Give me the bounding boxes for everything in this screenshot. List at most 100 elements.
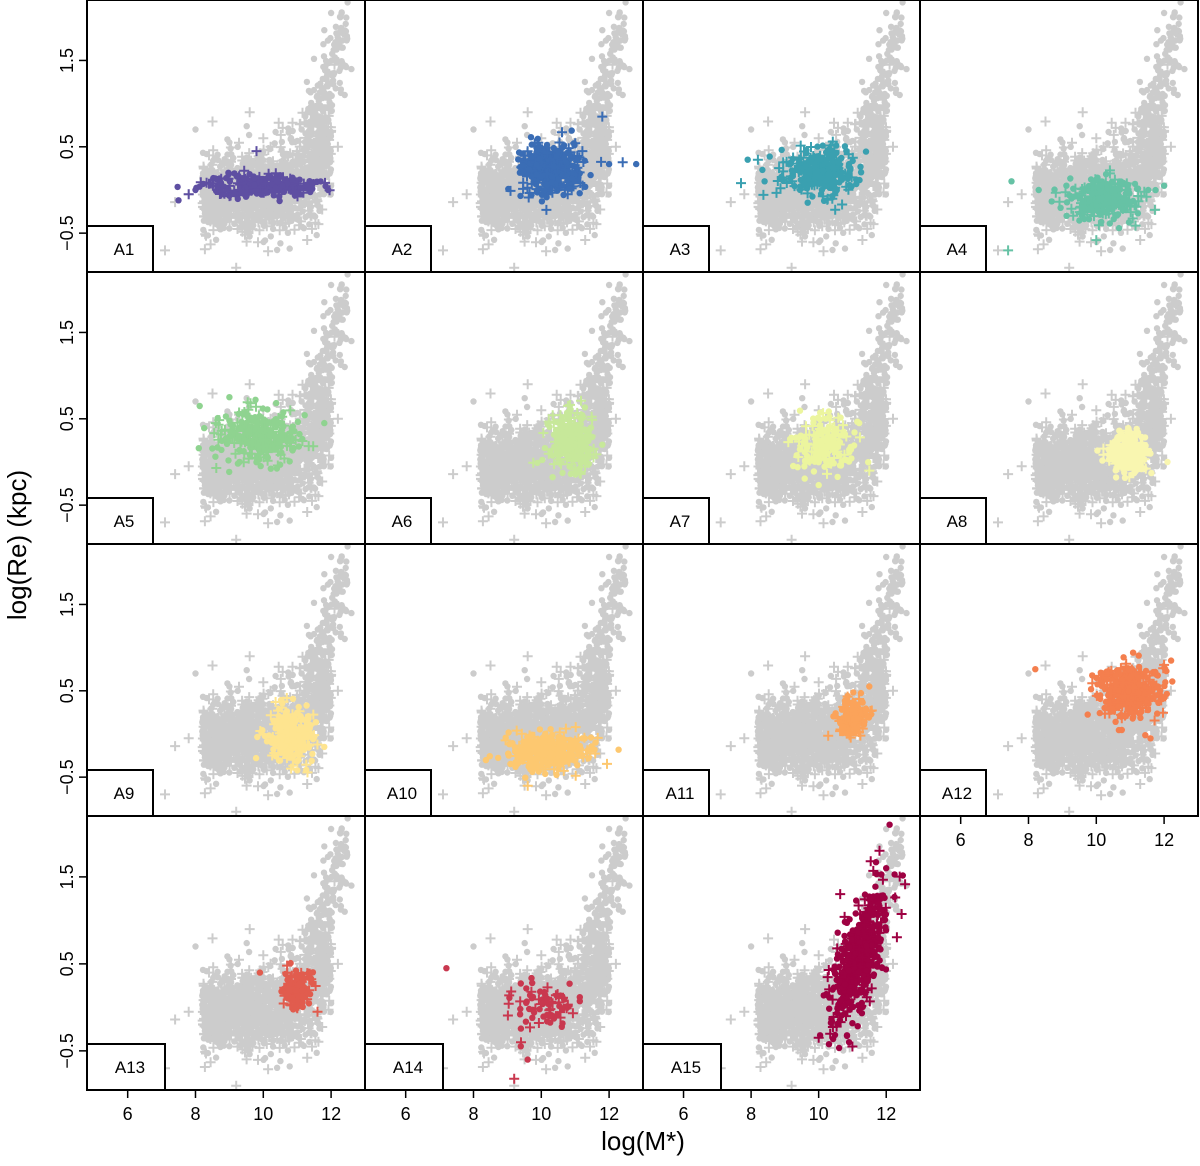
background-point [619, 91, 626, 99]
background-point [271, 140, 278, 147]
background-point [217, 205, 224, 213]
background-point [580, 235, 591, 245]
background-point [594, 123, 601, 130]
data-point [279, 182, 286, 189]
background-point [588, 55, 596, 62]
background-point [616, 29, 623, 36]
background-point [503, 199, 510, 206]
background-point [199, 172, 207, 179]
background-point [343, 14, 350, 21]
background-point [308, 120, 315, 127]
data-point [260, 178, 271, 189]
background-point [320, 191, 328, 198]
background-point [296, 205, 303, 212]
background-point [477, 211, 488, 222]
background-point [489, 198, 497, 205]
background-point [302, 130, 309, 137]
background-point [265, 163, 276, 174]
background-point [237, 211, 244, 218]
data-point [183, 189, 194, 200]
background-point [512, 137, 522, 148]
data-point [251, 146, 262, 157]
background-point [504, 225, 511, 232]
background-point [815, 199, 823, 206]
panel-a1: A1 [86, 0, 366, 273]
background-point [591, 231, 598, 239]
background-point [483, 239, 494, 250]
background-point [565, 117, 576, 128]
background-point [485, 166, 493, 173]
background-point [313, 116, 320, 124]
background-point [490, 178, 497, 185]
background-point [338, 44, 345, 51]
data-point [543, 141, 551, 149]
background-point [590, 102, 598, 110]
background-point [882, 168, 889, 175]
background-point [490, 187, 497, 194]
background-point [448, 197, 459, 208]
background-point [799, 123, 806, 130]
background-point [273, 204, 281, 211]
background-point [832, 240, 839, 247]
background-point [825, 220, 832, 227]
background-point [199, 211, 210, 222]
background-point [342, 20, 349, 28]
background-point [295, 136, 306, 147]
background-point [588, 86, 596, 94]
data-point [192, 186, 199, 194]
background-point [338, 10, 345, 17]
background-point [486, 145, 497, 156]
data-point [542, 168, 553, 179]
background-point [604, 99, 611, 106]
data-point [549, 173, 556, 180]
background-point [343, 63, 350, 71]
background-point [317, 104, 325, 112]
background-point [486, 161, 493, 168]
data-point [251, 175, 258, 182]
background-point [282, 151, 293, 162]
data-point [571, 178, 578, 185]
background-point [207, 166, 215, 173]
data-point [554, 137, 565, 148]
background-point [547, 220, 555, 227]
data-point [200, 180, 207, 188]
data-point [540, 187, 548, 194]
data-point [302, 181, 310, 189]
background-point [599, 27, 606, 34]
background-point [266, 196, 277, 207]
background-point [220, 209, 231, 220]
background-point [592, 92, 599, 99]
background-point [328, 107, 335, 115]
background-point [234, 137, 244, 148]
data-point [527, 160, 534, 167]
data-point [543, 181, 551, 188]
background-point [610, 23, 618, 30]
data-point [542, 148, 553, 159]
data-point [560, 164, 571, 175]
background-point [621, 63, 628, 71]
background-point [860, 212, 868, 219]
background-point [200, 229, 211, 240]
data-point [617, 157, 628, 168]
background-point [461, 189, 472, 200]
data-point [550, 163, 558, 170]
background-point [305, 212, 312, 219]
background-point [591, 116, 598, 124]
data-point [597, 111, 608, 122]
background-point [329, 50, 336, 57]
background-point [203, 196, 210, 203]
background-point [545, 233, 552, 240]
background-point [520, 220, 527, 228]
data-point [289, 176, 296, 183]
background-point [815, 204, 822, 211]
background-point [549, 140, 556, 147]
background-point [320, 53, 328, 60]
background-point [562, 229, 570, 236]
background-point [289, 224, 300, 235]
background-point [616, 58, 623, 65]
data-point [581, 157, 588, 164]
data-point [234, 195, 241, 203]
background-point [332, 85, 339, 92]
